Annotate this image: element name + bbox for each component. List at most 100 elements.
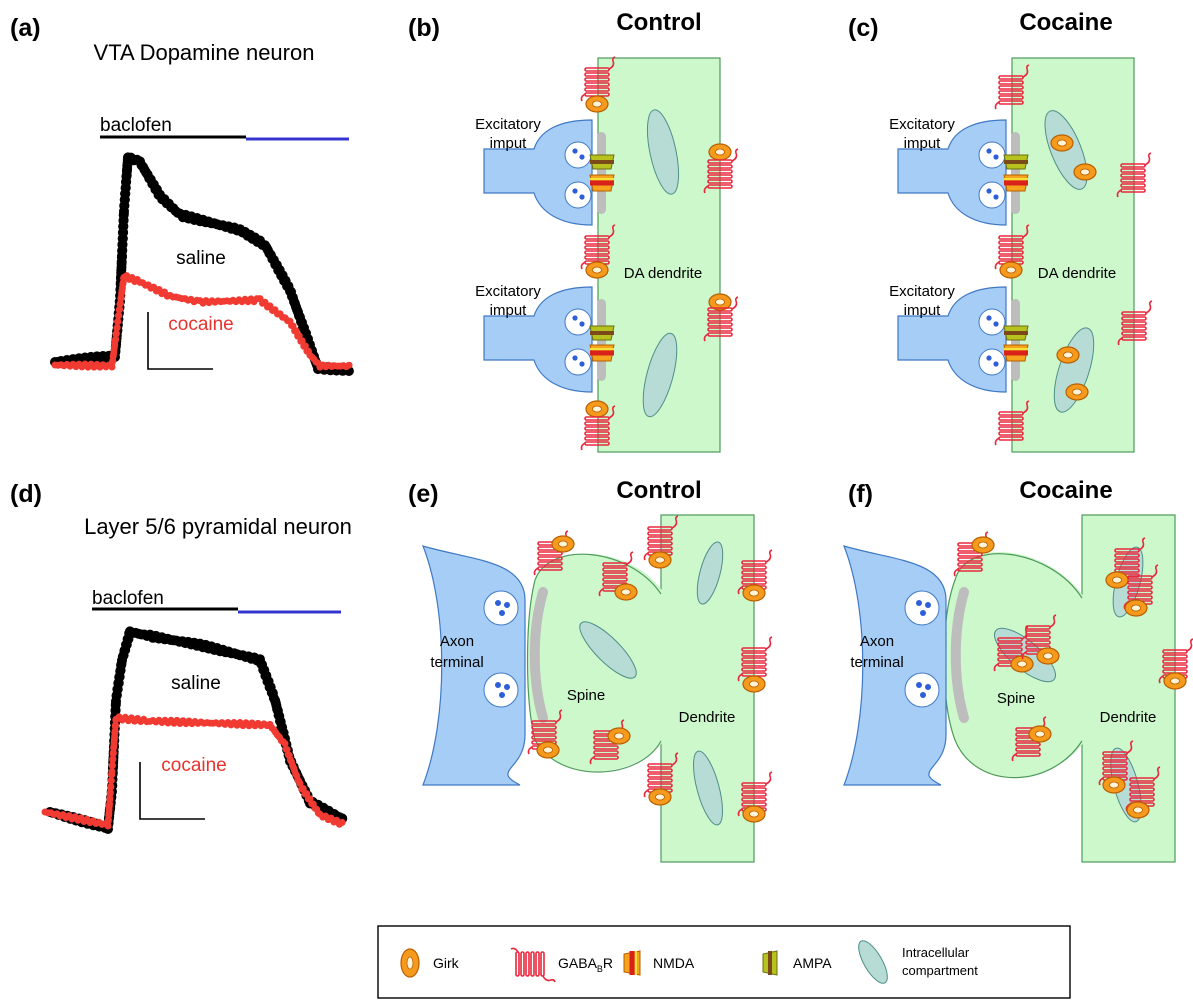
input-label: imput	[904, 135, 942, 152]
icon	[1106, 572, 1128, 588]
trace-label: cocaine	[161, 755, 227, 776]
legend-label-part: GABA	[558, 955, 598, 971]
panel-label: (f)	[848, 480, 873, 508]
input-label: Excitatory	[889, 283, 955, 300]
legend-label-part: R	[603, 955, 613, 971]
panel-label: (c)	[848, 14, 879, 42]
shape	[407, 957, 413, 969]
input-label: Excitatory	[889, 116, 955, 133]
legend-icon	[624, 951, 640, 975]
icon	[484, 673, 518, 707]
icon	[565, 142, 591, 168]
icon	[979, 309, 1005, 335]
panel-title: Layer 5/6 pyramidal neuron	[84, 514, 352, 539]
icon	[565, 182, 591, 208]
terminal-label: Axon	[440, 633, 474, 650]
legend-box	[378, 926, 1070, 998]
panel-label: (a)	[10, 14, 41, 42]
trace-label: saline	[171, 673, 221, 694]
icon	[1037, 648, 1059, 664]
icon	[590, 155, 614, 169]
icon	[615, 584, 637, 600]
dendrite-label: Dendrite	[679, 709, 736, 726]
input-label: imput	[904, 302, 942, 319]
icon	[590, 345, 614, 361]
panel-label: (e)	[408, 480, 439, 508]
panel-title: Cocaine	[1019, 477, 1112, 504]
cleft	[1011, 132, 1020, 214]
trace-label: saline	[176, 248, 226, 269]
dendrite-label: DA dendrite	[1038, 265, 1116, 282]
icon	[649, 789, 671, 805]
icon	[979, 182, 1005, 208]
panel-label: (d)	[10, 480, 42, 508]
icon	[1004, 155, 1028, 169]
drug-label: baclofen	[100, 115, 172, 136]
icon	[1127, 802, 1149, 818]
input-label: imput	[490, 302, 528, 319]
terminal-label: terminal	[430, 654, 483, 671]
legend-label: compartment	[902, 963, 978, 978]
icon	[1000, 262, 1022, 278]
cleft	[597, 132, 606, 214]
spine-label: Spine	[997, 690, 1035, 707]
trace-label: cocaine	[168, 314, 234, 335]
icon	[649, 552, 671, 568]
traces	[42, 626, 348, 834]
legend: Girk GABABR NMDA AMPA Intracellular comp…	[378, 926, 1070, 998]
panel-title: VTA Dopamine neuron	[94, 40, 315, 65]
panel-title: Control	[616, 9, 701, 36]
icon	[763, 951, 777, 975]
icon	[979, 349, 1005, 375]
legend-label: Girk	[433, 955, 460, 971]
trace-dot	[339, 819, 346, 826]
icon	[1164, 673, 1186, 689]
dendrite-label: Dendrite	[1100, 709, 1157, 726]
panel-label: (b)	[408, 14, 440, 42]
icon	[484, 591, 518, 625]
icon	[565, 309, 591, 335]
legend-icon	[763, 951, 777, 975]
icon	[743, 806, 765, 822]
icon	[1125, 600, 1147, 616]
icon	[905, 673, 939, 707]
icon	[1066, 384, 1088, 400]
legend-label: AMPA	[793, 955, 832, 971]
icon	[565, 349, 591, 375]
icon	[1103, 777, 1125, 793]
icon	[608, 728, 630, 744]
icon	[552, 536, 574, 552]
figure: (a) VTA Dopamine neuron baclofen saline …	[0, 0, 1193, 1000]
trace-dot	[108, 777, 115, 784]
icon	[1004, 345, 1028, 361]
spine-label: Spine	[567, 687, 605, 704]
icon	[743, 676, 765, 692]
icon	[586, 401, 608, 417]
trace-dot	[109, 768, 116, 775]
icon	[537, 742, 559, 758]
icon	[979, 142, 1005, 168]
input-label: imput	[490, 135, 528, 152]
icon	[1074, 164, 1096, 180]
panel-title: Cocaine	[1019, 9, 1112, 36]
trace-dot	[346, 362, 353, 369]
legend-label: NMDA	[653, 955, 695, 971]
input-label: Excitatory	[475, 116, 541, 133]
terminal-label: terminal	[850, 654, 903, 671]
icon	[624, 951, 640, 975]
legend-label: Intracellular	[902, 945, 970, 960]
icon	[1004, 175, 1028, 191]
drug-label: baclofen	[92, 588, 164, 609]
icon	[743, 585, 765, 601]
icon	[1029, 726, 1051, 742]
icon	[586, 96, 608, 112]
legend-icon	[401, 949, 419, 977]
icon	[590, 326, 614, 340]
input-label: Excitatory	[475, 283, 541, 300]
icon	[709, 144, 731, 160]
icon	[905, 591, 939, 625]
terminal-label: Axon	[860, 633, 894, 650]
icon	[972, 537, 994, 553]
panel-title: Control	[616, 477, 701, 504]
spine-diagram	[844, 515, 1193, 862]
